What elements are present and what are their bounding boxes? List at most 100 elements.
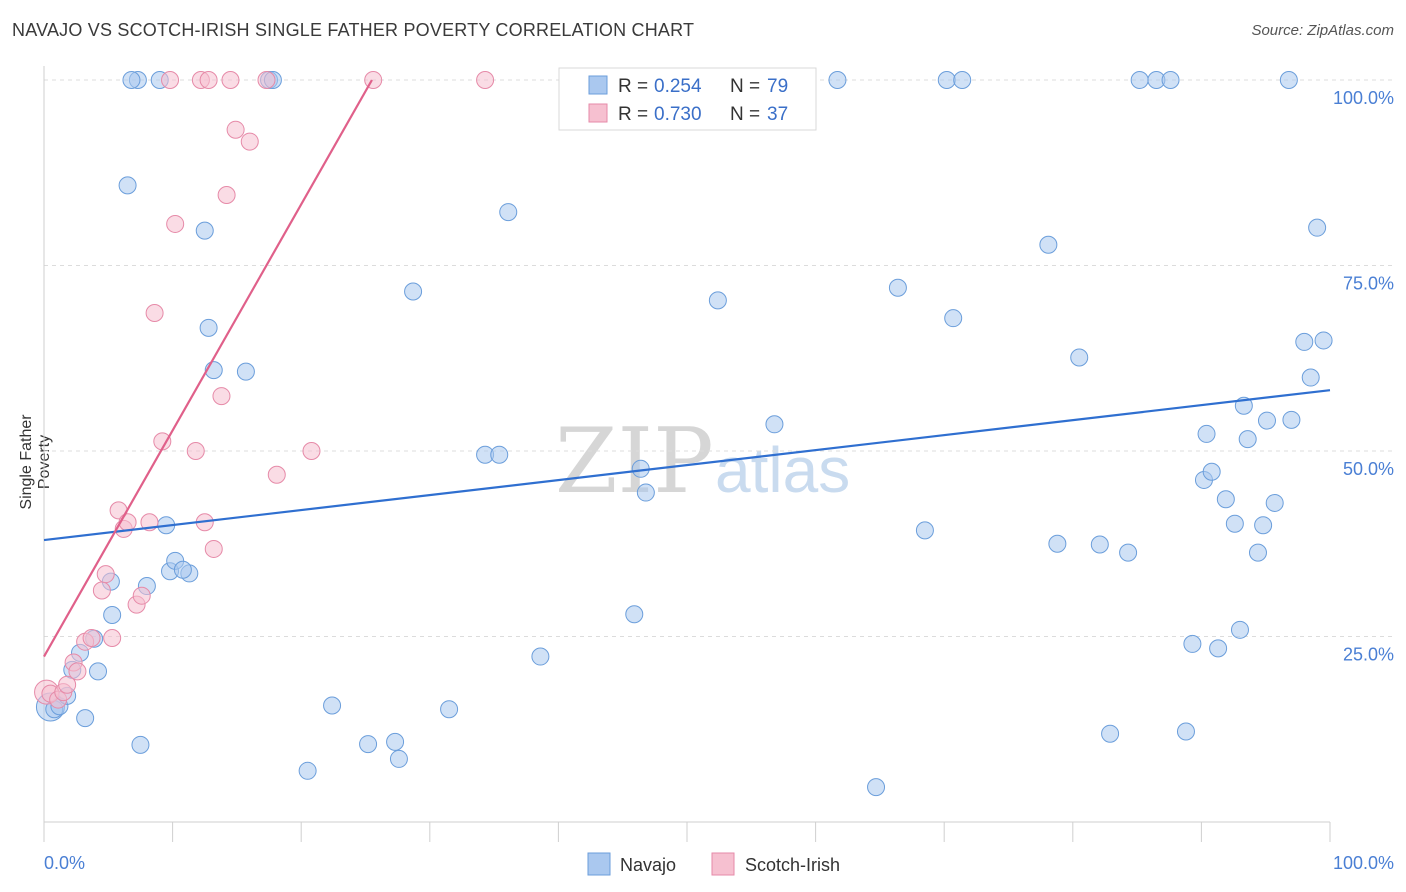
x-tick-label-max: 100.0% xyxy=(1333,853,1394,873)
navajo-point xyxy=(867,778,886,797)
navajo-point xyxy=(1039,235,1058,254)
scotch-irish-point xyxy=(226,120,245,139)
navajo-point xyxy=(1230,620,1249,639)
scotch-irish-point xyxy=(82,628,101,647)
grid-lines xyxy=(44,79,1394,637)
navajo-point xyxy=(944,309,963,328)
navajo-point xyxy=(828,71,847,89)
navajo-point xyxy=(1090,535,1109,554)
navajo-point xyxy=(131,735,150,754)
scotch-irish-point xyxy=(240,132,259,151)
navajo-point xyxy=(1101,724,1120,743)
scotch-irish-point xyxy=(58,675,77,694)
watermark-zip: ZIP xyxy=(555,409,714,514)
y-tick-label: 100.0% xyxy=(1333,88,1394,108)
scotch-irish-point xyxy=(68,662,87,681)
series-swatch-scotch-irish xyxy=(711,852,735,876)
legend-r-label-scotch-irish: R = xyxy=(618,104,648,125)
navajo-point xyxy=(89,662,108,681)
x-tick-label-min: 0.0% xyxy=(44,853,85,873)
chart-title: NAVAJO VS SCOTCH-IRISH SINGLE FATHER POV… xyxy=(12,20,695,40)
navajo-point xyxy=(1048,534,1067,553)
y-tick-labels: 25.0% 50.0% 75.0% 100.0% xyxy=(1333,88,1394,665)
scotch-irish-point xyxy=(257,71,276,89)
legend-n-label-scotch-irish: N = xyxy=(730,104,760,125)
scotch-irish-point xyxy=(302,442,321,460)
scotch-irish-point xyxy=(186,442,205,460)
navajo-trend-line xyxy=(43,389,1331,542)
navajo-point xyxy=(103,605,122,624)
navajo-point xyxy=(359,735,378,754)
series-legend: Navajo Scotch-Irish xyxy=(587,852,840,876)
x-axis-ticks xyxy=(43,822,1331,842)
navajo-point xyxy=(199,318,218,337)
series-label-scotch-irish: Scotch-Irish xyxy=(745,855,840,875)
navajo-point xyxy=(1197,424,1216,443)
navajo-point xyxy=(1282,410,1301,429)
watermark-atlas: atlas xyxy=(715,434,850,506)
navajo-point xyxy=(937,71,956,89)
navajo-point xyxy=(1119,543,1138,562)
navajo-point xyxy=(625,605,644,624)
navajo-point xyxy=(1209,639,1228,658)
legend-r-value-scotch-irish: 0.730 xyxy=(654,104,702,125)
y-tick-label: 75.0% xyxy=(1343,274,1394,294)
legend-swatch-navajo xyxy=(588,75,608,95)
legend-n-value-navajo: 79 xyxy=(767,76,788,97)
navajo-point xyxy=(490,445,509,464)
scotch-irish-point xyxy=(132,586,151,605)
navajo-point xyxy=(389,749,408,768)
scotch-irish-point xyxy=(267,465,286,484)
navajo-point xyxy=(173,560,192,579)
navajo-point xyxy=(1130,71,1149,89)
navajo-point xyxy=(499,203,518,222)
series-swatch-navajo xyxy=(587,852,611,876)
legend-swatch-scotch-irish xyxy=(588,103,608,123)
navajo-point xyxy=(1216,490,1235,509)
navajo-point xyxy=(1225,514,1244,533)
navajo-point xyxy=(953,71,972,89)
navajo-point xyxy=(122,71,141,89)
navajo-point xyxy=(1257,411,1276,430)
navajo-point xyxy=(118,176,137,195)
source-label: Source: ZipAtlas.com xyxy=(1251,22,1394,39)
scotch-irish-point xyxy=(204,539,223,558)
navajo-point xyxy=(708,291,727,310)
navajo-point xyxy=(1238,430,1257,449)
navajo-point xyxy=(915,521,934,540)
scotch-irish-point xyxy=(145,303,164,322)
legend-r-value-navajo: 0.254 xyxy=(654,76,702,97)
legend-n-label-navajo: N = xyxy=(730,76,760,97)
scotch-irish-point xyxy=(212,387,231,406)
y-tick-label: 25.0% xyxy=(1343,645,1394,665)
scotch-irish-point xyxy=(166,214,185,233)
navajo-point xyxy=(386,732,405,751)
navajo-point xyxy=(1070,348,1089,367)
scotch-irish-point xyxy=(364,71,383,89)
navajo-point xyxy=(531,647,550,666)
legend-n-value-scotch-irish: 37 xyxy=(767,104,788,125)
navajo-point xyxy=(1202,462,1221,481)
navajo-point xyxy=(323,696,342,715)
navajo-point xyxy=(636,483,655,502)
correlation-legend: R = 0.254 N = 79 R = 0.730 N = 37 xyxy=(558,67,817,131)
navajo-point xyxy=(1176,722,1195,741)
navajo-point xyxy=(1279,71,1298,89)
navajo-point xyxy=(298,761,317,780)
scotch-irish-point xyxy=(476,71,495,89)
navajo-point xyxy=(76,709,95,728)
scotch-irish-trend-line xyxy=(43,79,373,658)
navajo-point xyxy=(1183,634,1202,653)
scotch-irish-point xyxy=(92,581,111,600)
navajo-point xyxy=(1254,516,1273,535)
scotch-irish-point xyxy=(103,628,122,647)
navajo-point xyxy=(888,278,907,297)
navajo-point xyxy=(404,282,423,301)
navajo-point xyxy=(1314,331,1333,350)
scotch-irish-points xyxy=(34,71,495,709)
navajo-point xyxy=(195,221,214,240)
navajo-point xyxy=(236,362,255,381)
navajo-point xyxy=(1295,332,1314,351)
series-label-navajo: Navajo xyxy=(620,855,676,875)
